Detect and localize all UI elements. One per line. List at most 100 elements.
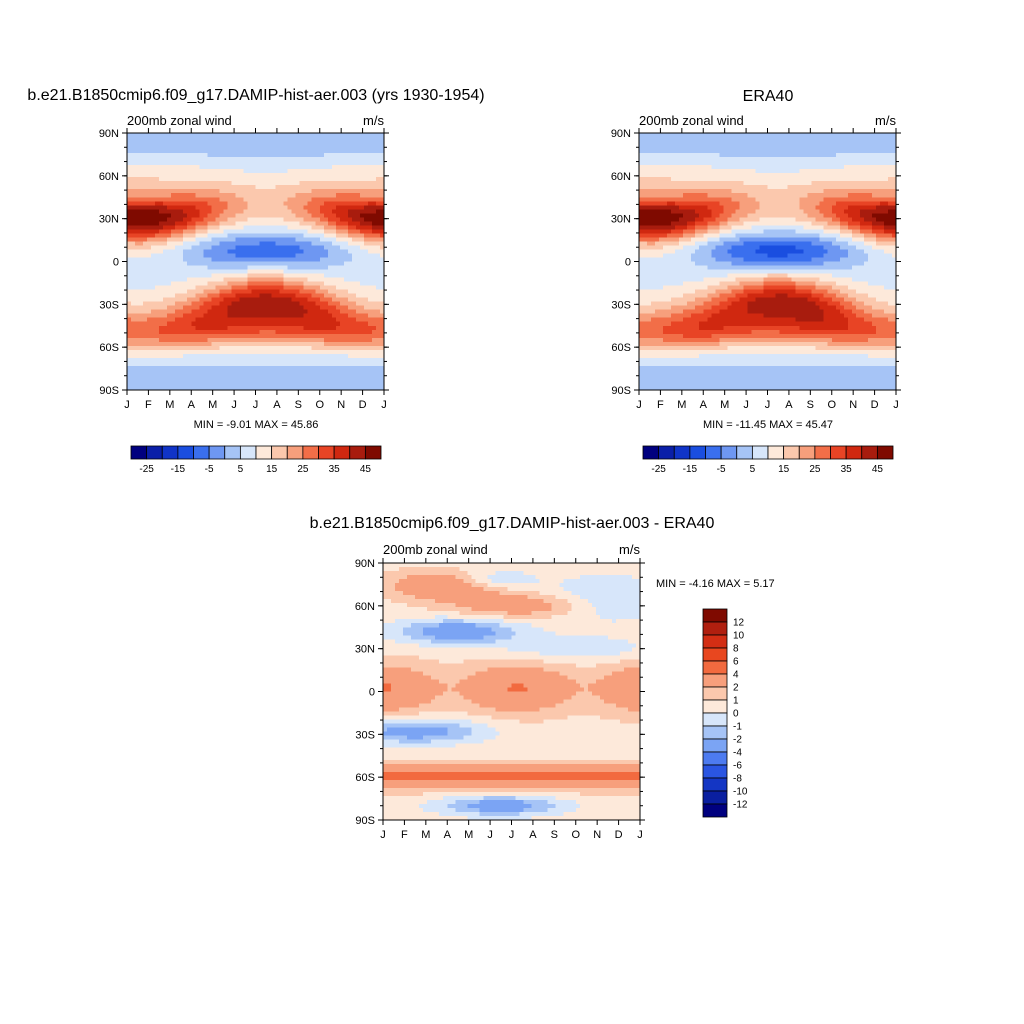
panel-model-cell (267, 281, 273, 287)
panel-model-cell (243, 209, 249, 214)
panel-obs-cell (675, 161, 680, 166)
panel-model-cell (243, 249, 249, 255)
panel-obs-cell (743, 177, 749, 182)
panel-obs-cell (855, 161, 861, 166)
panel-model-cell (331, 265, 337, 271)
panel-model-cell (315, 385, 321, 391)
panel-obs-cell (847, 141, 853, 146)
panel-model-cell (195, 225, 200, 230)
panel-model-cell (195, 233, 200, 239)
panel-model-cell (303, 365, 309, 371)
panel-model-cell (243, 385, 249, 391)
panel-model-cell (211, 253, 216, 259)
panel-model-cell (163, 309, 168, 315)
panel-model-cell (299, 185, 305, 190)
panel-obs-cell (883, 141, 889, 146)
panel-obs-cell (799, 149, 805, 154)
panel-model-cell (235, 293, 241, 299)
panel-model-cell (147, 337, 152, 343)
panel-model-cell (131, 377, 136, 383)
panel-model-cell (335, 309, 341, 315)
panel-model-cell (295, 193, 301, 198)
panel-model-cell (171, 261, 176, 267)
panel-model-cell (243, 145, 249, 150)
panel-model-cell (207, 253, 212, 259)
panel-model-cell (171, 269, 176, 275)
panel-model-cell (351, 157, 357, 162)
panel-model-cell (359, 229, 365, 234)
panel-model-cell (283, 145, 289, 150)
panel-model-cell (243, 241, 249, 247)
panel-model-cell (331, 189, 337, 194)
panel-model-cell (351, 349, 357, 355)
panel-model-cell (127, 181, 132, 186)
panel-model-cell (243, 185, 249, 190)
panel-model-cell (167, 353, 172, 359)
panel-model-cell (283, 165, 289, 170)
panel-model-cell (163, 157, 168, 162)
panel-model-cell (219, 325, 224, 331)
panel-model-cell (147, 289, 152, 295)
panel-model-cell (359, 285, 365, 291)
panel-model-ytick-label: 60S (99, 342, 119, 354)
panel-model-cell (143, 337, 148, 343)
panel-model-cell (227, 345, 233, 351)
panel-model-cell (235, 201, 241, 206)
panel-model-cell (163, 381, 168, 387)
panel-model-cell (283, 321, 289, 327)
panel-model-cell (303, 381, 309, 387)
panel-model-cell (247, 289, 253, 295)
panel-obs-cell (667, 169, 672, 174)
panel-model-cell (251, 197, 257, 202)
panel-model-cell (171, 165, 176, 170)
panel-model-cell (307, 205, 313, 210)
panel-model-cell (331, 309, 337, 315)
panel-model-cell (147, 233, 152, 239)
panel-model-cell (363, 365, 369, 371)
panel-model-cell (159, 257, 164, 263)
panel-obs-cell (763, 153, 769, 158)
panel-model-cell (295, 357, 301, 363)
panel-model-cell (155, 133, 160, 138)
panel-model-cell (303, 273, 309, 279)
panel-model-cell (303, 257, 309, 263)
panel-obs-cell (835, 161, 841, 166)
panel-model-cell (327, 341, 333, 347)
panel-model-cell (139, 353, 144, 359)
panel-model-cell (271, 281, 277, 287)
panel-model-cell (363, 373, 369, 379)
panel-model-minmax-label: MIN = -9.01 MAX = 45.86 (194, 419, 319, 431)
panel-obs-cell (675, 177, 680, 182)
panel-model-cell (135, 149, 140, 154)
panel-model-cell (279, 269, 285, 275)
panel-model-cell (255, 221, 261, 226)
panel-model-cell (243, 157, 249, 162)
panel-model-cell (211, 193, 216, 198)
panel-model-cell (327, 217, 333, 222)
panel-model-cell (211, 197, 216, 202)
panel-model-cell (367, 333, 373, 339)
panel-model-cell (223, 153, 228, 158)
panel-model-cell (307, 197, 313, 202)
panel-obs-cell (783, 161, 789, 166)
panel-model-cell (343, 137, 349, 142)
panel-model-cell (215, 257, 220, 263)
panel-model-cell (171, 285, 176, 291)
panel-obs-cell (799, 153, 805, 158)
panel-obs-cell (679, 157, 684, 162)
panel-model-cell (163, 161, 168, 166)
panel-obs-cell (871, 141, 877, 146)
panel-model-cell (251, 193, 257, 198)
panel-model-cell (211, 241, 216, 247)
panel-obs-cell (823, 141, 829, 146)
panel-model-cell (183, 237, 188, 243)
panel-model-cell (331, 353, 337, 359)
panel-model-cell (247, 213, 253, 218)
panel-model-cell (347, 141, 353, 146)
panel-model-cell (131, 357, 136, 363)
panel-model-cell (303, 229, 309, 234)
panel-model-cell (303, 173, 309, 178)
panel-model-cell (139, 201, 144, 206)
panel-model-cell (147, 253, 152, 259)
panel-model-cell (363, 149, 369, 154)
